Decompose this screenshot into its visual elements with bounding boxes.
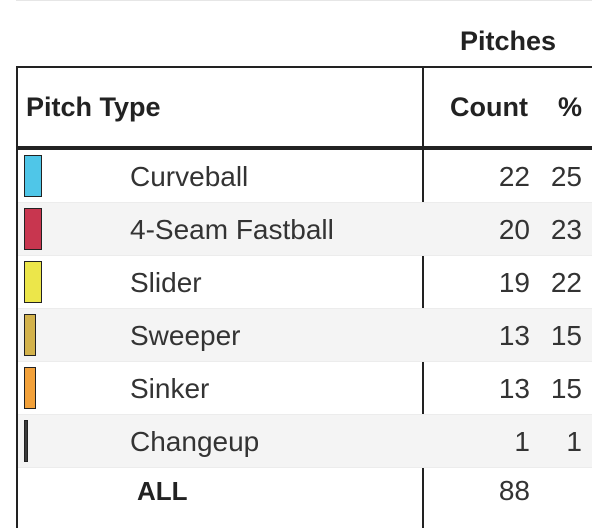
pitch-percent: 15 — [550, 319, 582, 351]
pitch-name: Curveball — [130, 160, 249, 192]
total-row: ALL 88 — [18, 468, 592, 514]
column-divider — [422, 66, 424, 528]
pitch-name: Slider — [130, 266, 202, 298]
pitch-count: 20 — [498, 213, 530, 245]
table-body: Curveball 22 25 4-Seam Fastball 20 23 Sl… — [18, 150, 592, 468]
pitch-percent: 25 — [550, 160, 582, 192]
pitch-count: 1 — [514, 425, 530, 457]
pitch-percent: 15 — [550, 372, 582, 404]
color-swatch — [24, 155, 42, 197]
pitch-table — [16, 66, 592, 528]
table-row: Curveball 22 25 — [18, 150, 592, 203]
header-count[interactable]: Count — [450, 91, 528, 122]
pitch-name: 4-Seam Fastball — [130, 213, 334, 245]
color-swatch — [24, 314, 36, 356]
header-pitch-type[interactable]: Pitch Type — [26, 91, 161, 122]
pitch-percent: 1 — [566, 425, 582, 457]
table-row: 4-Seam Fastball 20 23 — [18, 203, 592, 256]
table-row: Changeup 1 1 — [18, 415, 592, 468]
color-swatch — [24, 261, 42, 303]
color-swatch — [24, 420, 28, 462]
table-header-row: Pitch Type Count % — [16, 68, 592, 146]
pitch-name: Changeup — [130, 425, 260, 457]
header-percent[interactable]: % — [557, 91, 582, 122]
pitch-count: 13 — [498, 319, 530, 351]
top-rule — [16, 0, 592, 1]
pitch-count: 19 — [498, 266, 530, 298]
pitch-percent: 22 — [550, 266, 582, 298]
pitch-count: 22 — [498, 160, 530, 192]
group-header-pitches: Pitches — [459, 25, 557, 56]
pitch-name: Sinker — [130, 372, 210, 404]
header-rule — [16, 146, 592, 150]
pitch-percent: 23 — [550, 213, 582, 245]
table-row: Slider 19 22 — [18, 256, 592, 309]
color-swatch — [24, 367, 36, 409]
table-row: Sweeper 13 15 — [18, 309, 592, 362]
color-swatch — [24, 208, 42, 250]
pitch-name: Sweeper — [130, 319, 241, 351]
pitch-count: 13 — [498, 372, 530, 404]
total-count: 88 — [498, 475, 530, 506]
total-label: ALL — [137, 475, 188, 506]
table-row: Sinker 13 15 — [18, 362, 592, 415]
